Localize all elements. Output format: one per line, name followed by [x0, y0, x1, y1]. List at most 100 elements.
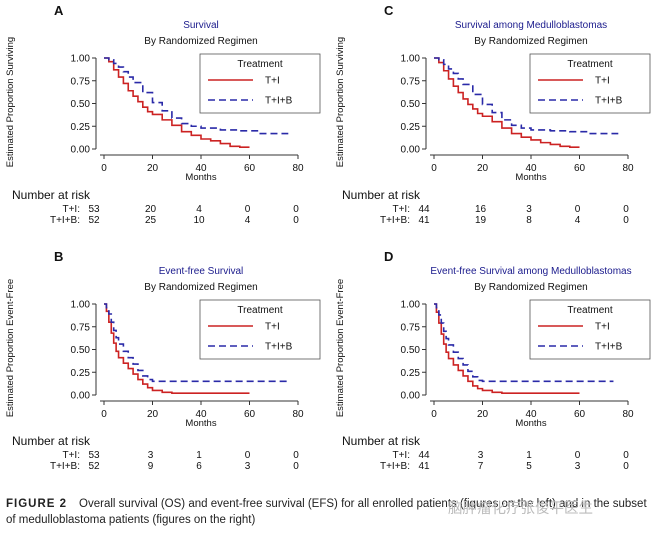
- legend-label: T+I+B: [265, 342, 293, 353]
- y-tick-label: 1.00: [401, 300, 421, 311]
- survival-curve-ti: [434, 303, 580, 394]
- legend-label: T+I+B: [265, 96, 293, 107]
- y-tick-label: 0.25: [71, 122, 91, 133]
- y-tick-label: 0.75: [71, 322, 91, 333]
- x-tick-label: 20: [477, 409, 489, 420]
- y-tick-label: 0.50: [71, 99, 91, 110]
- legend-box: [199, 299, 321, 360]
- panel-letter: D: [384, 249, 393, 264]
- x-axis-label: Months: [515, 172, 546, 183]
- risk-value: 3: [478, 450, 484, 461]
- y-tick-label: 0.75: [401, 76, 421, 87]
- risk-value: 4: [196, 204, 202, 215]
- risk-value: 8: [526, 215, 532, 226]
- y-axis-label: Estimated Proportion Event-Free: [335, 279, 346, 417]
- x-tick-label: 0: [101, 163, 107, 174]
- y-axis-label: Estimated Proportion Surviving: [335, 37, 346, 167]
- legend-label: T+I: [265, 76, 280, 87]
- y-tick-label: 0.25: [71, 368, 91, 379]
- chart-subtitle: By Randomized Regimen: [144, 36, 257, 47]
- risk-value: 0: [575, 450, 581, 461]
- x-tick-label: 20: [147, 163, 159, 174]
- y-tick-label: 0.75: [71, 76, 91, 87]
- risk-table-title: Number at risk: [12, 434, 91, 448]
- risk-value: 0: [575, 204, 581, 215]
- risk-table-title: Number at risk: [12, 188, 91, 202]
- risk-value: 16: [475, 204, 487, 215]
- legend-title: Treatment: [567, 305, 612, 316]
- legend-title: Treatment: [237, 59, 282, 70]
- legend-label: T+I: [595, 322, 610, 333]
- risk-row-label: T+I:: [62, 450, 80, 461]
- x-tick-label: 80: [622, 163, 634, 174]
- y-tick-label: 0.00: [401, 145, 421, 156]
- panel-a: A Survival By Randomized Regimen Estimated …: [5, 3, 321, 226]
- x-axis-label: Months: [185, 172, 216, 183]
- legend-label: T+I: [265, 322, 280, 333]
- risk-value: 1: [526, 450, 532, 461]
- x-tick-label: 0: [431, 163, 437, 174]
- survival-curve-ti: [104, 57, 250, 148]
- x-tick-label: 60: [244, 163, 256, 174]
- x-axis-label: Months: [515, 418, 546, 429]
- panel-letter: C: [384, 3, 394, 18]
- survival-curve-tib: [104, 57, 289, 135]
- risk-value: 3: [148, 450, 154, 461]
- x-tick-label: 60: [574, 409, 586, 420]
- legend-label: T+I+B: [595, 342, 623, 353]
- risk-value: 3: [575, 461, 581, 472]
- legend-title: Treatment: [567, 59, 612, 70]
- y-tick-label: 0.50: [401, 99, 421, 110]
- x-tick-label: 0: [431, 409, 437, 420]
- chart-title: Survival: [183, 20, 219, 31]
- risk-value: 44: [418, 450, 430, 461]
- risk-row-label: T+I:: [392, 450, 410, 461]
- risk-row-label: T+I+B:: [50, 215, 80, 226]
- risk-value: 6: [196, 461, 202, 472]
- panel-b: B Event-free Survival By Randomized Regime…: [5, 249, 321, 472]
- risk-value: 0: [293, 215, 299, 226]
- chart-subtitle: By Randomized Regimen: [474, 282, 587, 293]
- y-tick-label: 1.00: [401, 54, 421, 65]
- x-tick-label: 60: [574, 163, 586, 174]
- risk-value: 4: [575, 215, 581, 226]
- risk-value: 0: [293, 461, 299, 472]
- risk-row-label: T+I+B:: [380, 461, 410, 472]
- risk-value: 10: [193, 215, 205, 226]
- risk-value: 5: [526, 461, 532, 472]
- risk-value: 41: [418, 215, 430, 226]
- x-tick-label: 80: [622, 409, 634, 420]
- survival-curve-tib: [434, 303, 614, 383]
- risk-value: 25: [145, 215, 157, 226]
- x-tick-label: 60: [244, 409, 256, 420]
- risk-value: 41: [418, 461, 430, 472]
- x-tick-label: 20: [477, 163, 489, 174]
- risk-value: 3: [526, 204, 532, 215]
- figure-caption: FIGURE 2 Overall survival (OS) and event-…: [6, 496, 654, 528]
- x-tick-label: 80: [292, 163, 304, 174]
- x-tick-label: 40: [195, 409, 207, 420]
- risk-row-label: T+I:: [392, 204, 410, 215]
- y-tick-label: 1.00: [71, 300, 91, 311]
- risk-value: 0: [623, 450, 629, 461]
- y-tick-label: 0.25: [401, 368, 421, 379]
- watermark: 脑肿瘤化疗张俊平医生: [448, 501, 593, 517]
- x-tick-label: 40: [525, 409, 537, 420]
- y-axis-label: Estimated Proportion Surviving: [5, 37, 16, 167]
- risk-value: 0: [293, 450, 299, 461]
- chart-title: Event-free Survival among Medulloblastom…: [430, 266, 631, 277]
- caption-label: FIGURE 2: [6, 498, 68, 510]
- legend-label: T+I: [595, 76, 610, 87]
- survival-curve-tib: [104, 303, 289, 383]
- y-tick-label: 0.00: [71, 391, 91, 402]
- risk-value: 4: [245, 215, 251, 226]
- risk-value: 9: [148, 461, 154, 472]
- panel-d: D Event-free Survival among Medulloblasto…: [335, 249, 651, 472]
- risk-table-title: Number at risk: [342, 188, 421, 202]
- risk-row-label: T+I+B:: [380, 215, 410, 226]
- legend-box: [529, 53, 651, 114]
- survival-curve-ti: [104, 303, 250, 394]
- risk-value: 53: [88, 204, 100, 215]
- risk-value: 0: [245, 204, 251, 215]
- risk-value: 19: [475, 215, 487, 226]
